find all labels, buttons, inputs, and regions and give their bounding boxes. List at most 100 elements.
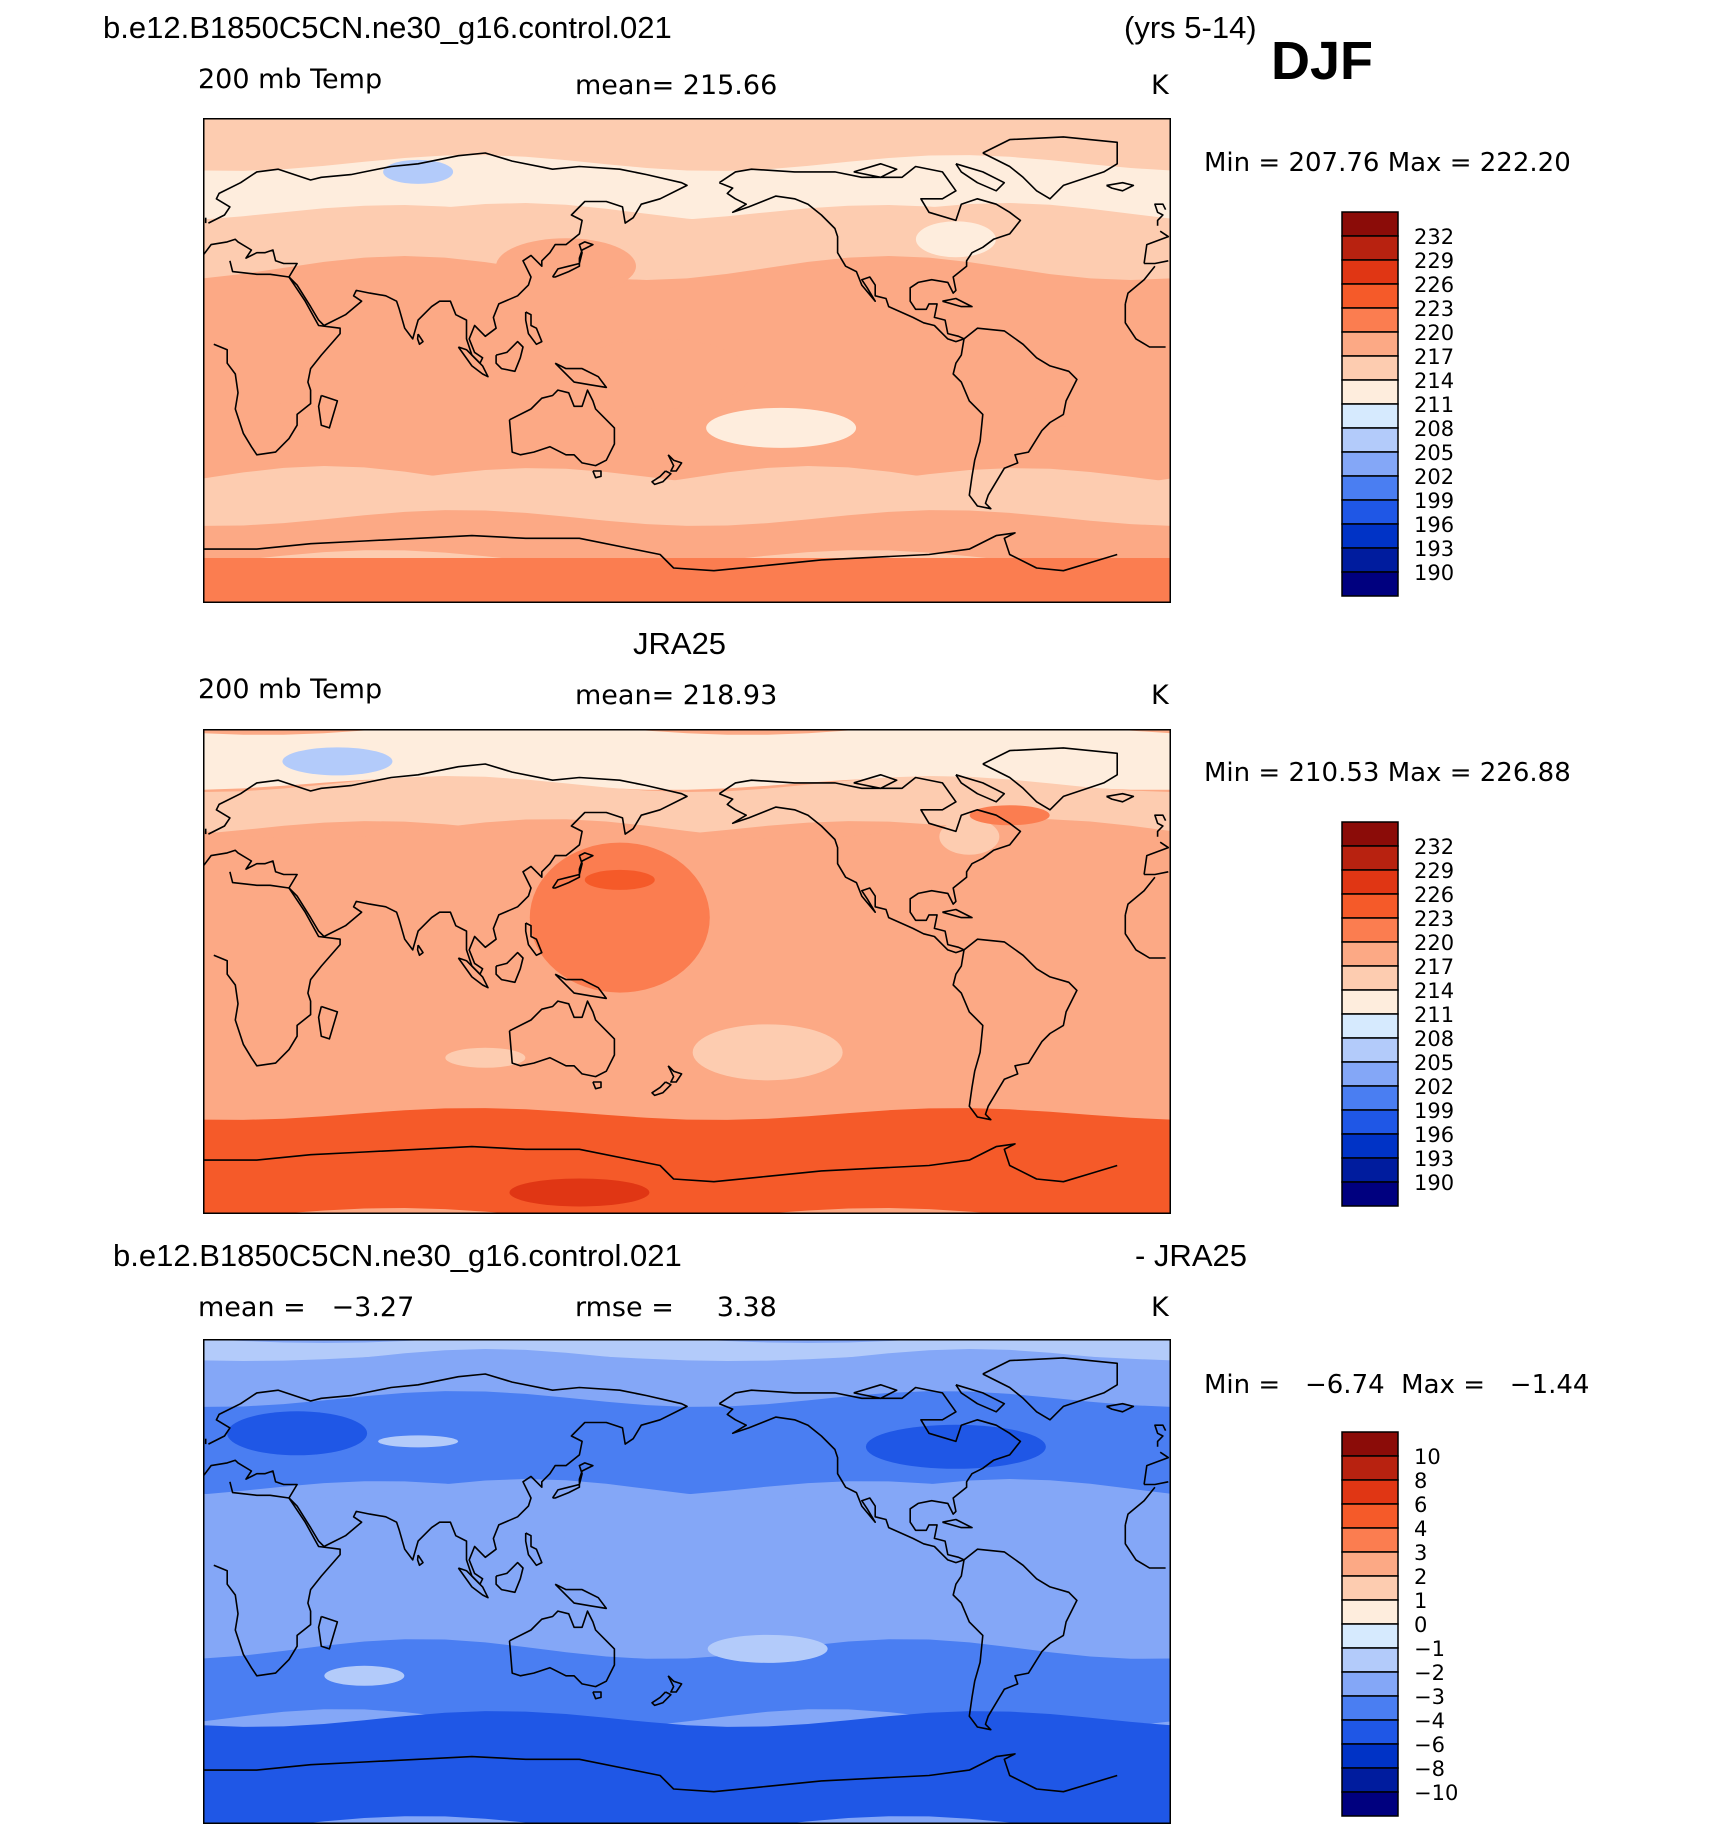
contour-region xyxy=(865,1424,1046,1469)
colorbar-box xyxy=(1341,451,1399,477)
p0-coast-philippines xyxy=(524,311,543,346)
colorbar-box xyxy=(1341,1791,1399,1817)
colorbar-box xyxy=(1341,283,1399,309)
panel2-colorbar: 232 229 226 223 220 217 214 211 208 205 202 199 196 1… xyxy=(1341,821,1454,1215)
difference-temperature-map xyxy=(203,1339,1171,1824)
p2-coast-victoria xyxy=(853,1383,898,1400)
contour-band xyxy=(203,819,1171,1124)
contour-band xyxy=(203,510,1171,566)
p1-coast-borneo xyxy=(495,951,524,984)
colorbar-box xyxy=(1341,1743,1399,1769)
p1-coast-africa xyxy=(213,871,341,1067)
colorbar-tick-label: 3 xyxy=(1414,1541,1427,1565)
colorbar-box xyxy=(1341,1157,1399,1183)
colorbar-box xyxy=(1341,893,1399,919)
colorbar-box xyxy=(1341,1061,1399,1087)
p0-coast-samerica xyxy=(952,327,1078,510)
p2-coast-cuba xyxy=(942,1518,973,1529)
panel2-minmax-label: Min = 210.53 Max = 226.88 xyxy=(1204,758,1571,788)
colorbar-box xyxy=(1341,235,1399,261)
p2-coast-nz-north xyxy=(667,1675,683,1693)
p0-coast-cuba xyxy=(942,297,973,308)
colorbar-box xyxy=(1341,1109,1399,1135)
p2-coast-madagascar xyxy=(317,1615,339,1650)
contour-band xyxy=(203,1479,1171,1659)
colorbar-box xyxy=(1341,1181,1399,1207)
contour-band xyxy=(203,1349,1171,1407)
p2-coast-japan xyxy=(551,1462,594,1499)
panel2-variable-label: 200 mb Temp xyxy=(198,674,383,705)
colorbar-box xyxy=(1341,1623,1399,1649)
p1-coast-nz-north xyxy=(667,1065,683,1083)
years-label: (yrs 5-14) xyxy=(1124,10,1257,45)
p0-coast-africa xyxy=(213,260,341,456)
panel1-variable-label: 200 mb Temp xyxy=(198,64,383,95)
colorbar-tick-label: 211 xyxy=(1414,1003,1454,1027)
colorbar-tick-label: −3 xyxy=(1414,1685,1445,1709)
p0-coast-madagascar xyxy=(317,394,339,429)
p2-coast-eurasia xyxy=(203,1373,688,1585)
colorbar-box xyxy=(1341,845,1399,871)
p2-coast-greenland xyxy=(982,1357,1119,1421)
p0-coast-iceland xyxy=(1106,181,1135,192)
colorbar-box xyxy=(1341,965,1399,991)
p0-coast-newguinea xyxy=(554,362,608,389)
colorbar-box xyxy=(1341,403,1399,429)
p1-coast-nz-south xyxy=(651,1081,672,1097)
map-frame xyxy=(203,118,1171,603)
colorbar-tick-label: 0 xyxy=(1414,1613,1427,1637)
contour-band xyxy=(203,1339,1171,1361)
p1-coast-eurasia xyxy=(1144,871,1169,876)
contour-band xyxy=(203,1108,1171,1214)
case-title: b.e12.B1850C5CN.ne30_g16.control.021 xyxy=(103,10,672,45)
colorbar-tick-label: 226 xyxy=(1414,273,1454,297)
colorbar-tick-label: −6 xyxy=(1414,1733,1445,1757)
p1-coast-cuba xyxy=(942,908,973,919)
p0-coast-borneo xyxy=(495,340,524,373)
colorbar-box xyxy=(1341,571,1399,597)
colorbar-tick-label: 1 xyxy=(1414,1589,1427,1613)
colorbar-tick-label: 208 xyxy=(1414,417,1454,441)
colorbar-tick-label: 205 xyxy=(1414,441,1454,465)
panel1-minmax-label: Min = 207.76 Max = 222.20 xyxy=(1204,148,1571,178)
p1-coast-namerica xyxy=(718,776,1022,954)
p2-coast-africa xyxy=(1124,1524,1166,1569)
colorbar-tick-label: −1 xyxy=(1414,1637,1445,1661)
p1-coast-madagascar xyxy=(317,1005,339,1040)
p2-coast-srilanka xyxy=(416,1554,424,1567)
colorbar-tick-label: 217 xyxy=(1414,955,1454,979)
colorbar-tick-label: 214 xyxy=(1414,979,1454,1003)
contour-band xyxy=(203,776,1171,837)
colorbar-tick-label: 202 xyxy=(1414,465,1454,489)
p1-coast-antarctica xyxy=(203,1143,1118,1183)
colorbar-tick-label: −8 xyxy=(1414,1757,1445,1781)
p1-coast-philippines xyxy=(524,922,543,957)
p0-coast-srilanka xyxy=(416,333,424,346)
panel3-minmax-label: Min = −6.74 Max = −1.44 xyxy=(1204,1370,1590,1400)
p2-coast-sumatra xyxy=(457,1567,489,1599)
colorbar-tick-label: 205 xyxy=(1414,1051,1454,1075)
colorbar-box xyxy=(1341,331,1399,357)
colorbar-tick-label: 6 xyxy=(1414,1493,1427,1517)
colorbar-box xyxy=(1341,1767,1399,1793)
p1-coast-victoria xyxy=(853,773,898,790)
colorbar-tick-label: 229 xyxy=(1414,859,1454,883)
colorbar-tick-label: 190 xyxy=(1414,561,1454,585)
colorbar-tick-label: 202 xyxy=(1414,1075,1454,1099)
colorbar-box xyxy=(1341,427,1399,453)
panel1-unit-label: K xyxy=(1151,70,1169,101)
season-label: DJF xyxy=(1271,31,1374,91)
colorbar-box xyxy=(1341,379,1399,405)
p0-coast-africa xyxy=(1124,265,1156,305)
colorbar-box xyxy=(1341,941,1399,967)
colorbar-box xyxy=(1341,1551,1399,1577)
colorbar-box xyxy=(1341,523,1399,549)
p1-coast-eurasia xyxy=(1143,841,1170,875)
colorbar-box xyxy=(1341,1431,1399,1457)
p2-coast-philippines xyxy=(524,1532,543,1567)
contour-region xyxy=(915,221,996,258)
p1-coast-baffin xyxy=(955,774,1006,803)
colorbar-box xyxy=(1341,1503,1399,1529)
contour-band xyxy=(203,203,1171,278)
colorbar-box xyxy=(1341,1671,1399,1697)
